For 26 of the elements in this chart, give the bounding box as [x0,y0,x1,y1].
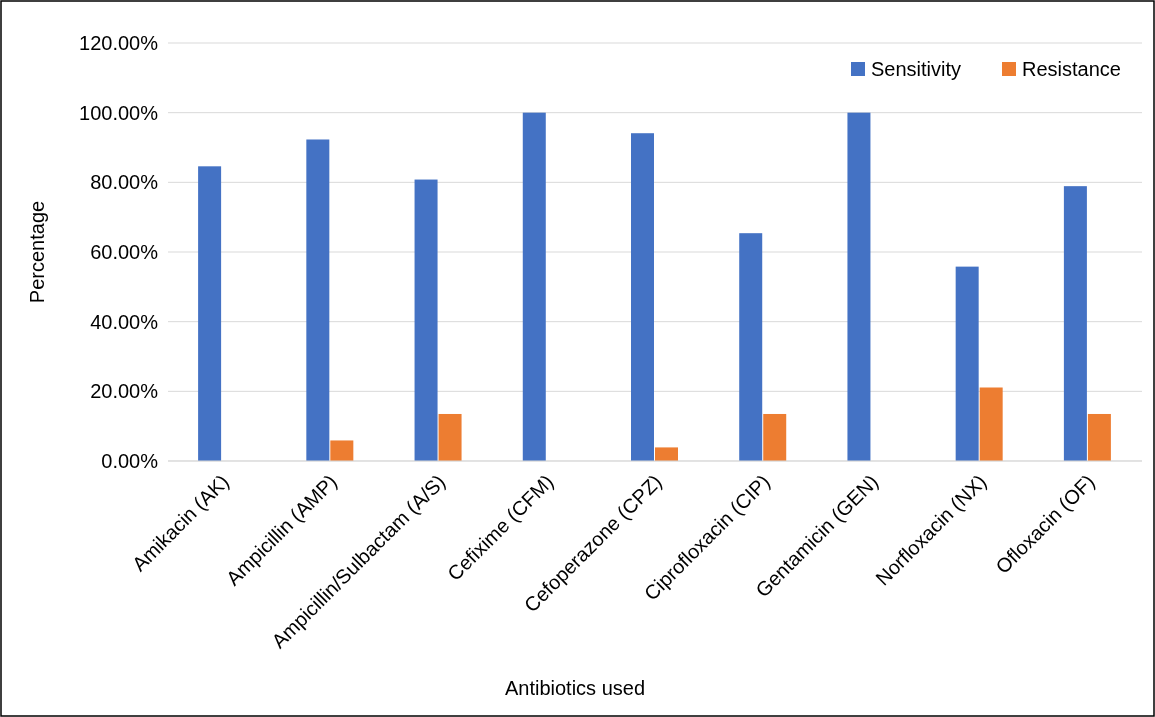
y-tick-label: 100.00% [79,101,159,124]
legend-label: Sensitivity [871,58,962,80]
bar [1087,413,1111,461]
bar [330,440,354,461]
bar [847,112,871,461]
bar [438,413,462,461]
bar [979,387,1003,461]
y-tick-label: 40.00% [90,310,159,333]
y-tick-label: 0.00% [101,450,159,472]
bar [763,413,787,461]
bar [631,133,654,461]
bar [198,166,222,461]
bar [655,447,678,461]
bar [739,233,763,461]
bar [306,139,330,461]
bar [955,266,979,461]
y-tick-label: 20.00% [90,380,159,403]
bar [414,179,438,461]
bar [1063,186,1087,461]
legend-label: Resistance [1022,58,1121,80]
y-tick-label: 120.00% [79,32,159,54]
x-axis-title: Antibiotics used [504,677,646,699]
bar [522,112,546,461]
y-tick-label: 60.00% [90,241,159,263]
y-axis-title: Percentage [26,200,48,304]
y-tick-label: 80.00% [90,171,159,194]
